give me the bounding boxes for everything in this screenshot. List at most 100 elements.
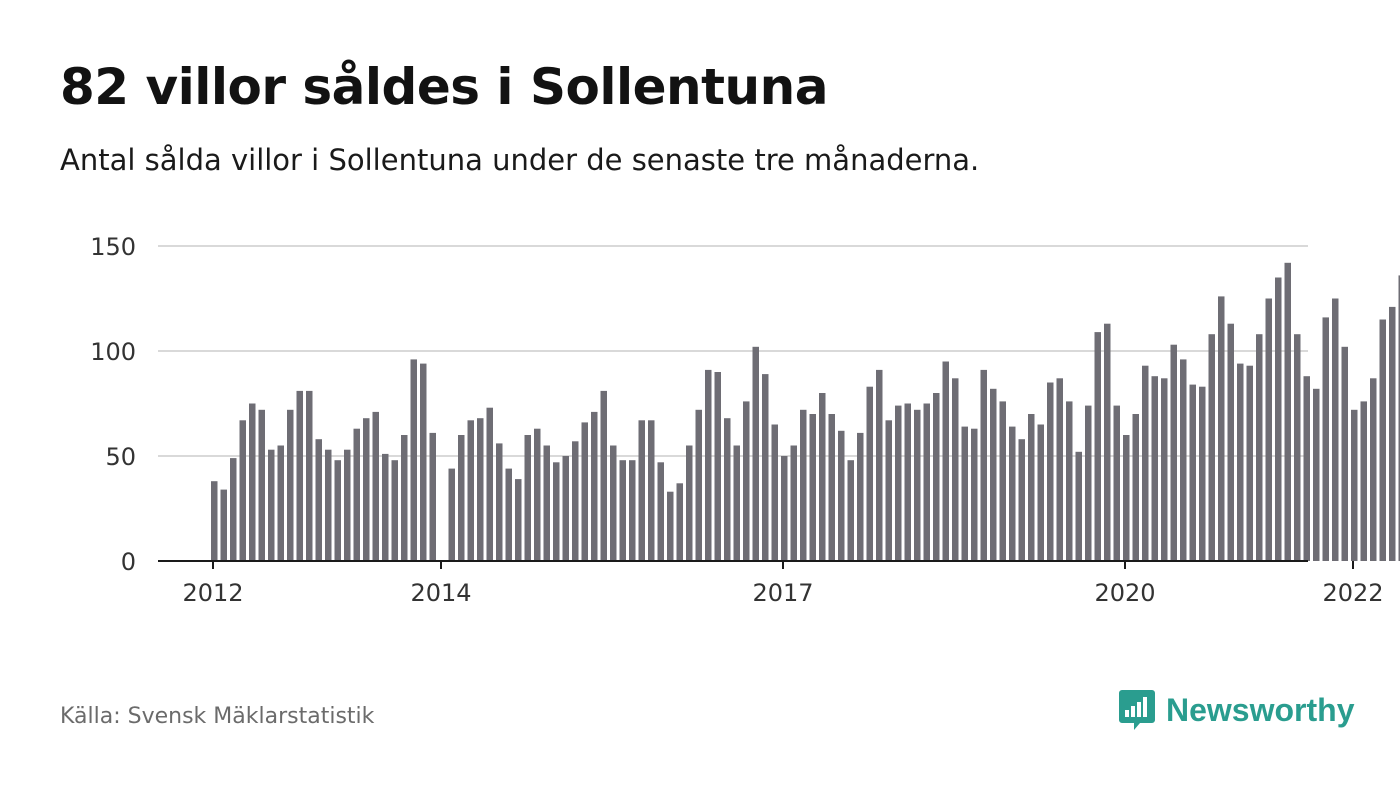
bar [971,428,978,561]
bar [942,361,949,561]
bar [230,458,237,561]
bar [344,449,351,561]
bar [296,390,303,561]
bar [1322,317,1329,561]
bar [1313,388,1320,561]
bar [990,388,997,561]
bar [268,449,275,561]
bar [1360,401,1367,561]
bar [591,411,598,561]
bar [524,435,531,561]
bar [904,403,911,561]
x-tick-label: 2017 [752,579,813,607]
bar [1170,344,1177,561]
bars [211,262,1400,561]
bar [1056,378,1063,561]
bar [1341,346,1348,561]
bar [980,369,987,561]
bar [819,393,826,561]
bar [505,468,512,561]
brand-name: Newsworthy [1166,691,1355,728]
newsworthy-logo-icon [1119,690,1155,730]
bar [1113,405,1120,561]
bar [619,460,626,561]
bar [771,424,778,561]
bar [1132,414,1139,561]
bar [486,407,493,561]
bar [952,378,959,561]
bar [1047,382,1054,561]
bar [1218,296,1225,561]
bar [600,390,607,561]
bar [1284,262,1291,561]
bar [1246,365,1253,561]
bar [1208,334,1215,561]
bar [1161,378,1168,561]
bar [638,420,645,561]
bar [1028,414,1035,561]
bar [581,422,588,561]
bar [1180,359,1187,561]
bar [828,414,835,561]
bar [277,445,284,561]
bar [306,390,313,561]
y-tick-label: 150 [90,233,136,261]
bar [391,460,398,561]
bar [809,414,816,561]
bar [800,409,807,561]
bar [1066,401,1073,561]
x-tick-label: 2014 [410,579,471,607]
bar [648,420,655,561]
bar [477,418,484,561]
bar [458,435,465,561]
x-tick-label: 2022 [1322,579,1383,607]
bar [667,491,674,561]
bar [1018,439,1025,561]
y-axis-labels: 0 50 100 150 [90,233,136,576]
bar [999,401,1006,561]
bar [562,456,569,561]
bar [467,420,474,561]
bar [496,443,503,561]
source-note: Källa: Svensk Mäklarstatistik [60,704,375,729]
bar [838,430,845,561]
bar [1085,405,1092,561]
bar [249,403,256,561]
bar [401,435,408,561]
bar [1379,319,1386,561]
bar [1332,298,1339,561]
x-tick-label: 2020 [1094,579,1155,607]
bar [714,372,721,561]
bar [1370,378,1377,561]
bar [923,403,930,561]
bar [1075,451,1082,561]
bar [1104,323,1111,561]
bar [610,445,617,561]
bar [543,445,550,561]
y-tick-label: 50 [105,443,136,471]
bar [287,409,294,561]
bar [866,386,873,561]
bar [1037,424,1044,561]
bar [1189,384,1196,561]
bar [315,439,322,561]
bar [363,418,370,561]
bar [534,428,541,561]
bar [657,462,664,561]
x-axis-ticks: 2012 2014 2017 2020 2022 [182,561,1384,607]
bar [1199,386,1206,561]
bar [1275,277,1282,561]
bar [1351,409,1358,561]
bar [876,369,883,561]
bar [1123,435,1130,561]
bar [695,409,702,561]
brand-logo[interactable]: Newsworthy [1118,688,1354,732]
bar [743,401,750,561]
bar [515,479,522,561]
bar [733,445,740,561]
bar [448,468,455,561]
bar [372,411,379,561]
bar [410,359,417,561]
y-tick-label: 100 [90,338,136,366]
